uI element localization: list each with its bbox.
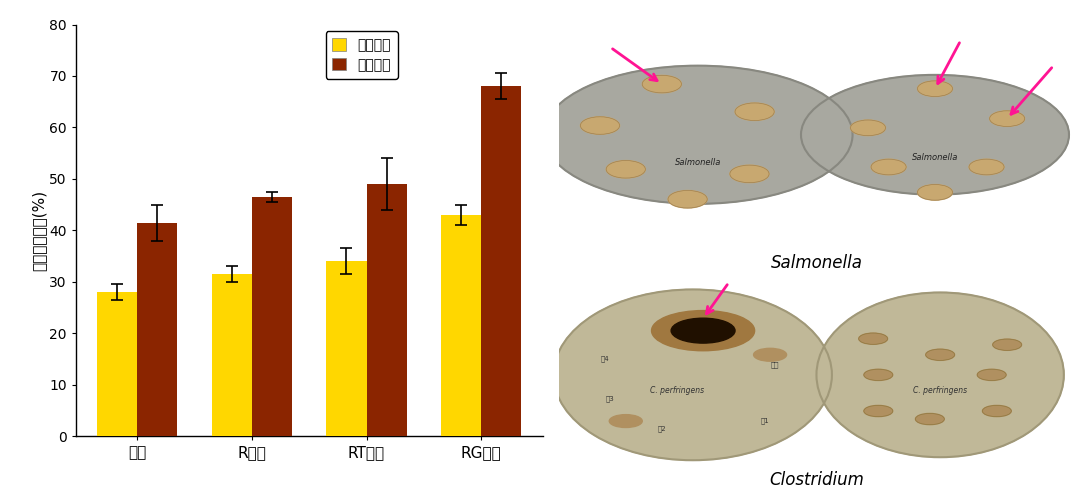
Circle shape	[754, 348, 787, 361]
Y-axis label: 정장억제정도(%): 정장억제정도(%)	[31, 190, 47, 271]
Circle shape	[607, 161, 646, 178]
Circle shape	[993, 339, 1022, 350]
Circle shape	[982, 405, 1011, 416]
Text: 克2: 克2	[658, 426, 666, 432]
Circle shape	[864, 405, 893, 416]
Bar	[138, 222, 178, 436]
Text: Salmonella: Salmonella	[675, 158, 722, 167]
Circle shape	[871, 159, 906, 175]
Circle shape	[990, 111, 1024, 126]
Circle shape	[544, 66, 853, 204]
Bar	[481, 86, 521, 436]
Circle shape	[651, 311, 755, 351]
Circle shape	[668, 191, 707, 208]
Text: C. perfringens: C. perfringens	[914, 387, 967, 395]
Circle shape	[918, 185, 953, 200]
Circle shape	[801, 75, 1069, 195]
Text: 克4: 克4	[601, 355, 610, 362]
Bar	[98, 292, 138, 436]
Text: Salmonella: Salmonella	[770, 254, 863, 271]
Text: C. perfringens: C. perfringens	[650, 387, 704, 395]
Text: Clostridium: Clostridium	[769, 471, 864, 489]
Legend: 맑은배즘, 진한배즘: 맑은배즘, 진한배즘	[326, 31, 398, 79]
Ellipse shape	[553, 290, 832, 460]
Ellipse shape	[816, 293, 1063, 457]
Bar	[441, 215, 481, 436]
Circle shape	[610, 415, 642, 427]
Circle shape	[864, 369, 893, 380]
Circle shape	[735, 103, 775, 121]
Circle shape	[918, 81, 953, 97]
Circle shape	[978, 369, 1006, 380]
Circle shape	[926, 349, 955, 360]
Circle shape	[642, 75, 681, 93]
Circle shape	[858, 333, 888, 344]
Bar	[367, 184, 407, 436]
Circle shape	[916, 414, 944, 425]
Text: 克3: 克3	[605, 395, 615, 402]
Circle shape	[851, 120, 885, 136]
Text: Salmonella: Salmonella	[911, 153, 958, 162]
Circle shape	[969, 159, 1004, 175]
Bar	[252, 197, 292, 436]
Circle shape	[672, 318, 735, 343]
Bar	[212, 274, 252, 436]
Circle shape	[730, 165, 769, 183]
Text: 克己: 克己	[771, 362, 779, 368]
Text: 克1: 克1	[761, 418, 769, 424]
Bar	[327, 261, 367, 436]
Circle shape	[580, 117, 620, 134]
